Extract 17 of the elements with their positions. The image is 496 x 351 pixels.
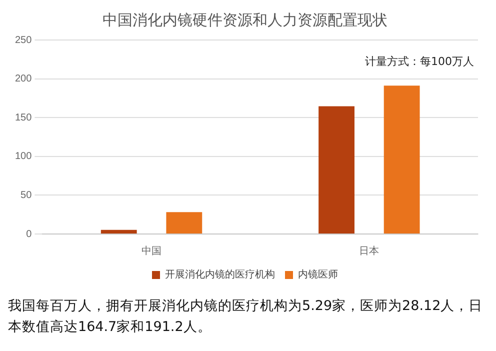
y-tick-label: 250 (14, 34, 32, 46)
legend-label: 开展消化内镜的医疗机构 (165, 268, 275, 281)
y-tick-label: 100 (14, 151, 32, 162)
bar (384, 86, 420, 234)
x-tick-label: 日本 (359, 244, 380, 257)
bar (318, 106, 354, 234)
y-tick-label: 200 (14, 74, 32, 85)
chart-title: 中国消化内镜硬件资源和人力资源配置现状 (102, 10, 388, 29)
x-tick-label: 中国 (142, 244, 162, 257)
bar (100, 230, 137, 234)
y-tick-label: 150 (14, 112, 32, 124)
text: 我国每百万人，拥有开展消化内镜的医疗机构为5.29家，医师为28.12人，日本数值高达164.7家和191.2人。 (8, 297, 484, 337)
y-tick-label: 50 (20, 190, 32, 201)
y-tick-label: 0 (26, 228, 32, 240)
bar (166, 212, 202, 234)
legend-label: 内镜医师 (298, 268, 338, 281)
annotation: 计量方式：每100万人 (365, 54, 474, 68)
